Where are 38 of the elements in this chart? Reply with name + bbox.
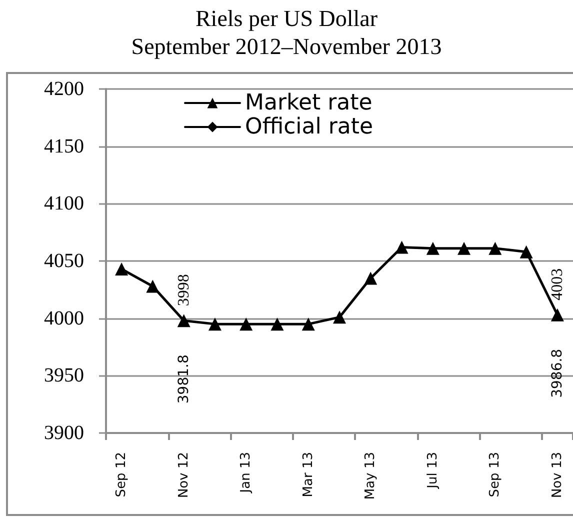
legend-label: Official rate xyxy=(245,114,374,140)
x-tick-label: May 13 xyxy=(363,452,378,500)
annotation: 3981.8 xyxy=(176,354,192,404)
y-tick-label: 4150 xyxy=(44,135,84,158)
y-tick-label: 3900 xyxy=(44,422,84,444)
point xyxy=(302,318,315,331)
point xyxy=(550,308,564,322)
chart-subtitle: September 2012–November 2013 xyxy=(131,34,442,59)
point xyxy=(146,280,160,293)
chart-title: Riels per US Dollar xyxy=(195,6,378,31)
point xyxy=(333,310,346,324)
point xyxy=(240,318,253,331)
x-tick-label: Mar 13 xyxy=(300,452,316,498)
x-tick-label: Nov 13 xyxy=(550,452,565,498)
point xyxy=(177,314,190,328)
legend-label: Market rate xyxy=(245,90,372,116)
x-tick-label: Jul 13 xyxy=(425,452,440,490)
x-tick-label: Jan 13 xyxy=(238,452,254,494)
annotation: 3986.8 xyxy=(549,348,566,398)
y-tick-label: 4050 xyxy=(44,250,84,272)
x-tick-label: Nov 12 xyxy=(176,452,192,498)
point xyxy=(488,242,502,255)
y-tick-label: 3950 xyxy=(44,364,84,387)
y-tick-label: 4100 xyxy=(44,192,84,215)
point xyxy=(426,242,440,255)
point xyxy=(520,245,533,258)
point xyxy=(270,318,284,331)
data-label: 4003 xyxy=(548,268,566,300)
point xyxy=(458,242,471,255)
point xyxy=(115,262,128,276)
y-tick-label: 4000 xyxy=(44,307,84,330)
point xyxy=(395,240,408,254)
data-label: 3998 xyxy=(175,274,192,306)
point xyxy=(208,318,222,331)
y-tick-label: 4200 xyxy=(44,78,84,100)
point xyxy=(364,272,378,285)
x-tick-label: Sep 12 xyxy=(114,452,130,498)
x-tick-label: Sep 13 xyxy=(488,452,503,498)
